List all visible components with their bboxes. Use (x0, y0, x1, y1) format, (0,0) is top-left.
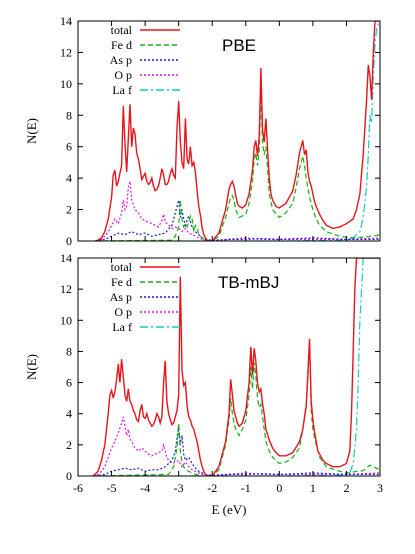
series-line-fe-d (94, 343, 380, 476)
y-tick-label: 0 (66, 469, 72, 483)
y-tick-label: 4 (66, 407, 72, 421)
y-tick-label: 4 (66, 171, 72, 185)
x-tick-label: -2 (207, 481, 217, 495)
y-tick-label: 10 (60, 77, 72, 91)
legend-label: As p (110, 290, 132, 304)
series-line-o-p (96, 181, 380, 241)
x-tick-label: 2 (343, 481, 349, 495)
x-axis-label: E (eV) (211, 502, 246, 517)
y-tick-label: 12 (60, 282, 72, 296)
y-axis-label: N(E) (24, 118, 39, 144)
x-tick-label: 0 (276, 481, 282, 495)
legend-label: La f (112, 320, 132, 334)
y-tick-label: 14 (60, 14, 72, 28)
legend-label: La f (112, 83, 132, 97)
panel-title: PBE (222, 36, 256, 55)
x-tick-label: 1 (310, 481, 316, 495)
series-line-total (96, 21, 380, 241)
x-tick-label: -1 (241, 481, 251, 495)
series-line-total (92, 258, 380, 476)
y-tick-label: 8 (66, 344, 72, 358)
x-tick-label: -6 (73, 481, 83, 495)
series-line-la-f (94, 21, 380, 241)
plot-frame (77, 257, 381, 477)
legend-label: Fe d (111, 38, 132, 52)
legend-label: total (111, 260, 133, 274)
series-line-o-p (92, 416, 380, 476)
y-tick-label: 0 (66, 234, 72, 248)
y-tick-label: 14 (60, 251, 72, 265)
x-tick-label: -5 (107, 481, 117, 495)
y-axis-label: N(E) (24, 354, 39, 380)
x-tick-label: -3 (174, 481, 184, 495)
y-tick-label: 6 (66, 376, 72, 390)
legend-label: As p (110, 53, 132, 67)
panel-title: TB-mBJ (218, 273, 279, 292)
y-tick-label: 10 (60, 313, 72, 327)
legend-label: O p (114, 68, 132, 82)
y-tick-label: 2 (66, 438, 72, 452)
x-tick-label: 3 (377, 481, 383, 495)
y-tick-label: 2 (66, 203, 72, 217)
series-line-fe-d (94, 93, 380, 241)
series-line-as-p (94, 426, 380, 476)
y-tick-label: 12 (60, 45, 72, 59)
plot-frame (77, 20, 381, 242)
y-tick-label: 8 (66, 108, 72, 122)
legend-label: total (111, 23, 133, 37)
legend-label: O p (114, 305, 132, 319)
y-tick-label: 6 (66, 140, 72, 154)
series-line-as-p (94, 199, 380, 241)
x-tick-label: -4 (140, 481, 150, 495)
legend-label: Fe d (111, 275, 132, 289)
